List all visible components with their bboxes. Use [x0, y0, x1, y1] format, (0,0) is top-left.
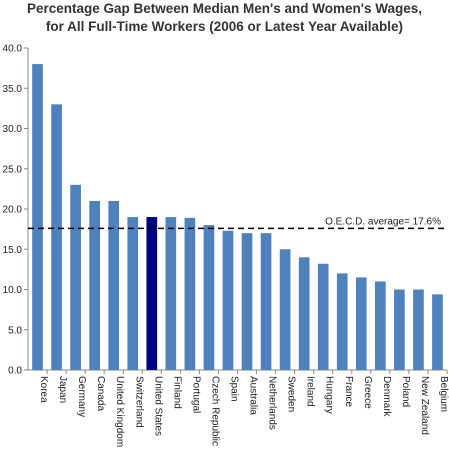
x-category-label: New Zealand	[419, 376, 430, 435]
bar-spain	[222, 230, 234, 370]
x-category-label: Greece	[362, 376, 373, 409]
x-category-label: Sweden	[286, 376, 297, 412]
bar-canada	[89, 200, 100, 370]
bar-finland	[165, 217, 177, 370]
bar-germany	[70, 184, 81, 370]
x-category-label: Belgium	[438, 376, 449, 412]
y-tick-label: 5.0	[8, 325, 22, 336]
y-tick-label: 35.0	[3, 84, 23, 95]
bar-france	[336, 273, 348, 370]
x-category-label: France	[343, 376, 354, 408]
bar-greece	[355, 277, 367, 370]
chart-category-labels: Korea Japan Germany Canada United Kingdom Swi…	[38, 376, 449, 447]
bar-portugal	[184, 217, 196, 370]
y-tick-label: 15.0	[3, 245, 23, 256]
y-tick-label: 25.0	[3, 164, 23, 175]
x-category-label: Poland	[400, 376, 411, 407]
bar-united-kingdom	[108, 200, 120, 370]
y-tick-label: 20.0	[3, 205, 23, 216]
x-category-label: Australia	[248, 376, 259, 415]
chart-title-line-2: for All Full-Time Workers (2006 or Lates…	[45, 19, 404, 34]
y-tick-label: 0.0	[8, 366, 22, 377]
bar-korea	[32, 64, 43, 370]
bar-hungary	[317, 263, 329, 370]
bar-poland	[394, 289, 405, 370]
chart-title-line-1: Percentage Gap Between Median Men's and …	[26, 1, 423, 16]
chart-title: Percentage Gap Between Median Men's and …	[0, 0, 449, 36]
x-category-label: Netherlands	[267, 376, 278, 430]
x-category-label: Hungary	[324, 376, 335, 414]
bar-denmark	[375, 281, 386, 370]
bar-belgium	[432, 294, 443, 370]
bar-czech-republic	[203, 225, 215, 370]
chart-bars	[32, 64, 443, 370]
bar-netherlands	[260, 233, 272, 370]
bar-switzerland	[127, 217, 139, 370]
x-category-label: Korea	[38, 376, 49, 403]
x-category-label: Finland	[171, 376, 182, 409]
bar-australia	[241, 233, 253, 370]
x-category-label: Spain	[228, 376, 239, 402]
x-category-label: Czech Republic	[209, 376, 220, 446]
y-tick-label: 30.0	[3, 124, 23, 135]
x-category-label: Denmark	[381, 376, 392, 418]
bar-united-states	[146, 217, 158, 370]
x-category-label: Switzerland	[133, 376, 144, 428]
x-category-label: United States	[152, 376, 163, 436]
bar-ireland	[298, 257, 310, 370]
x-category-label: Ireland	[305, 376, 316, 407]
oecd-average-label: O.E.C.D. average= 17.6%	[325, 216, 441, 227]
x-category-label: Germany	[76, 376, 87, 417]
reference-line-group: O.E.C.D. average= 17.6%	[28, 216, 447, 230]
x-category-label: United Kingdom	[114, 376, 125, 447]
bar-new-zealand	[413, 289, 424, 370]
x-category-label: Portugal	[190, 376, 201, 413]
bar-japan	[51, 104, 62, 370]
y-tick-label: 40.0	[3, 44, 23, 55]
y-tick-label: 10.0	[3, 285, 23, 296]
bar-sweden	[279, 249, 291, 370]
x-category-label: Japan	[57, 376, 68, 403]
x-category-label: Canada	[95, 376, 106, 411]
